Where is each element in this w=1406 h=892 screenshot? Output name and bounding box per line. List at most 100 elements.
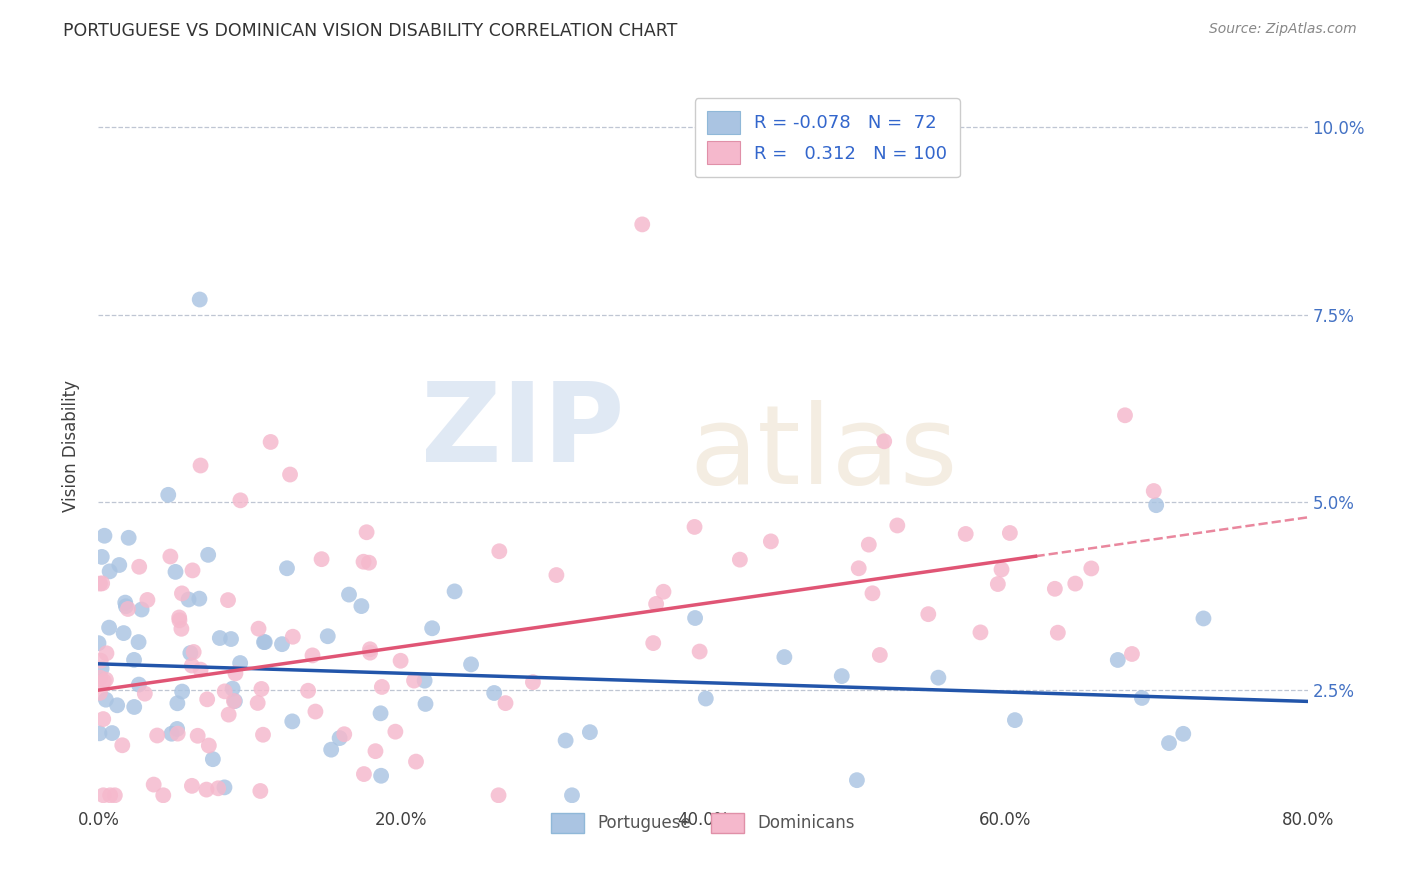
Point	[214, 780, 236, 795]
Point	[1046, 625, 1069, 640]
Point	[301, 648, 323, 663]
Point	[356, 525, 378, 540]
Point	[91, 712, 114, 726]
Point	[198, 739, 221, 753]
Point	[359, 646, 381, 660]
Point	[134, 687, 156, 701]
Point	[183, 645, 205, 659]
Text: ZIP: ZIP	[420, 378, 624, 485]
Point	[94, 673, 117, 687]
Point	[689, 644, 711, 658]
Point	[253, 635, 276, 649]
Point	[131, 602, 153, 616]
Point	[160, 727, 183, 741]
Point	[281, 630, 304, 644]
Point	[1004, 713, 1026, 727]
Point	[773, 650, 796, 665]
Point	[728, 552, 751, 566]
Point	[482, 686, 505, 700]
Point	[214, 684, 236, 698]
Point	[224, 694, 246, 708]
Point	[1080, 561, 1102, 575]
Point	[561, 789, 583, 803]
Point	[111, 738, 134, 752]
Point	[117, 602, 139, 616]
Point	[350, 599, 373, 613]
Point	[278, 467, 301, 482]
Point	[990, 562, 1012, 576]
Point	[89, 726, 111, 740]
Point	[579, 725, 602, 739]
Point	[98, 789, 121, 803]
Point	[252, 728, 274, 742]
Point	[93, 674, 115, 689]
Point	[112, 626, 135, 640]
Point	[370, 769, 392, 783]
Point	[848, 561, 870, 575]
Point	[304, 705, 326, 719]
Point	[91, 789, 114, 803]
Point	[353, 767, 375, 781]
Point	[101, 726, 124, 740]
Point	[862, 586, 884, 600]
Point	[546, 568, 568, 582]
Point	[146, 729, 169, 743]
Point	[759, 534, 782, 549]
Point	[219, 632, 242, 646]
Point	[1144, 498, 1167, 512]
Point	[98, 565, 121, 579]
Point	[152, 789, 174, 803]
Point	[271, 637, 294, 651]
Point	[181, 563, 204, 577]
Point	[201, 752, 224, 766]
Point	[128, 559, 150, 574]
Point	[197, 548, 219, 562]
Point	[631, 218, 654, 232]
Point	[420, 621, 443, 635]
Point	[218, 707, 240, 722]
Point	[845, 773, 868, 788]
Point	[90, 662, 112, 676]
Point	[364, 744, 387, 758]
Point	[114, 596, 136, 610]
Point	[316, 629, 339, 643]
Point	[281, 714, 304, 729]
Point	[94, 692, 117, 706]
Point	[108, 558, 131, 572]
Point	[357, 556, 380, 570]
Point	[217, 593, 239, 607]
Point	[190, 458, 212, 473]
Point	[1043, 582, 1066, 596]
Point	[488, 544, 510, 558]
Point	[1121, 647, 1143, 661]
Point	[169, 613, 191, 627]
Point	[187, 729, 209, 743]
Point	[1173, 727, 1195, 741]
Point	[87, 636, 110, 650]
Point	[460, 657, 482, 672]
Point	[389, 654, 412, 668]
Point	[247, 622, 270, 636]
Point	[415, 697, 437, 711]
Point	[96, 646, 118, 660]
Point	[873, 434, 896, 449]
Point	[643, 636, 665, 650]
Point	[208, 631, 231, 645]
Point	[321, 742, 343, 756]
Point	[142, 778, 165, 792]
Point	[166, 696, 188, 710]
Point	[259, 434, 281, 449]
Point	[98, 621, 121, 635]
Point	[249, 784, 271, 798]
Point	[250, 681, 273, 696]
Point	[353, 555, 375, 569]
Point	[955, 527, 977, 541]
Point	[695, 691, 717, 706]
Point	[159, 549, 181, 564]
Point	[246, 696, 269, 710]
Point	[122, 700, 145, 714]
Point	[229, 656, 252, 670]
Point	[229, 493, 252, 508]
Point	[221, 681, 243, 696]
Point	[89, 671, 111, 685]
